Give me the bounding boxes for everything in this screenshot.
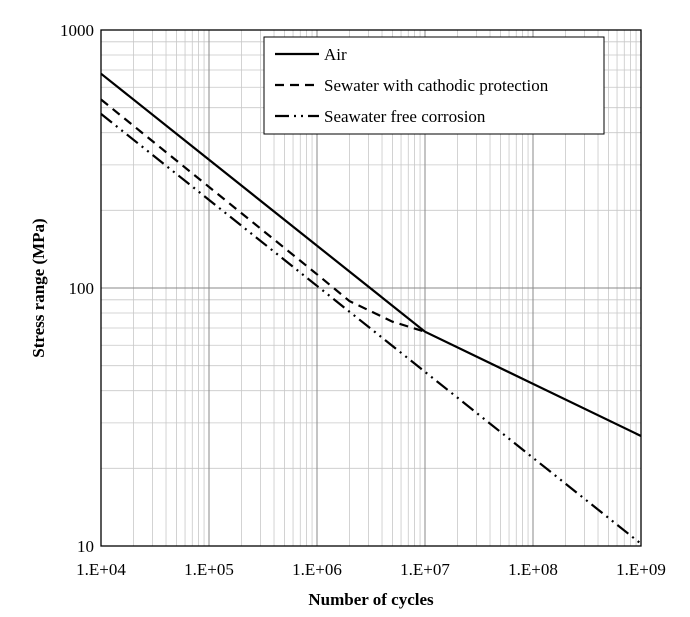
x-tick-label: 1.E+09 (616, 560, 666, 579)
series-line-1 (100, 72, 642, 437)
x-axis-tick-labels: 1.E+04 1.E+05 1.E+06 1.E+07 1.E+08 1.E+09 (76, 560, 666, 579)
legend-label-2: Sewater with cathodic protection (324, 76, 549, 95)
x-tick-label: 1.E+05 (184, 560, 234, 579)
x-tick-label: 1.E+04 (76, 560, 126, 579)
plot-area-frame (100, 29, 642, 547)
y-tick-label: 10 (77, 537, 94, 556)
legend-label-3: Seawater free corrosion (324, 107, 486, 126)
y-tick-label: 1000 (60, 21, 94, 40)
x-tick-label: 1.E+08 (508, 560, 558, 579)
series-line-3 (100, 113, 642, 545)
series-lines (100, 72, 642, 545)
legend: Air Sewater with cathodic protection Seawa… (263, 36, 605, 135)
y-tick-label: 100 (69, 279, 95, 298)
x-axis-title: Number of cycles (308, 590, 434, 609)
series-line-2 (100, 98, 426, 333)
legend-box (263, 36, 605, 135)
legend-label-1: Air (324, 45, 347, 64)
y-axis-title: Stress range (MPa) (29, 218, 48, 357)
x-tick-label: 1.E+07 (400, 560, 450, 579)
y-axis-tick-labels: 10 100 1000 (60, 21, 94, 556)
x-tick-label: 1.E+06 (292, 560, 342, 579)
